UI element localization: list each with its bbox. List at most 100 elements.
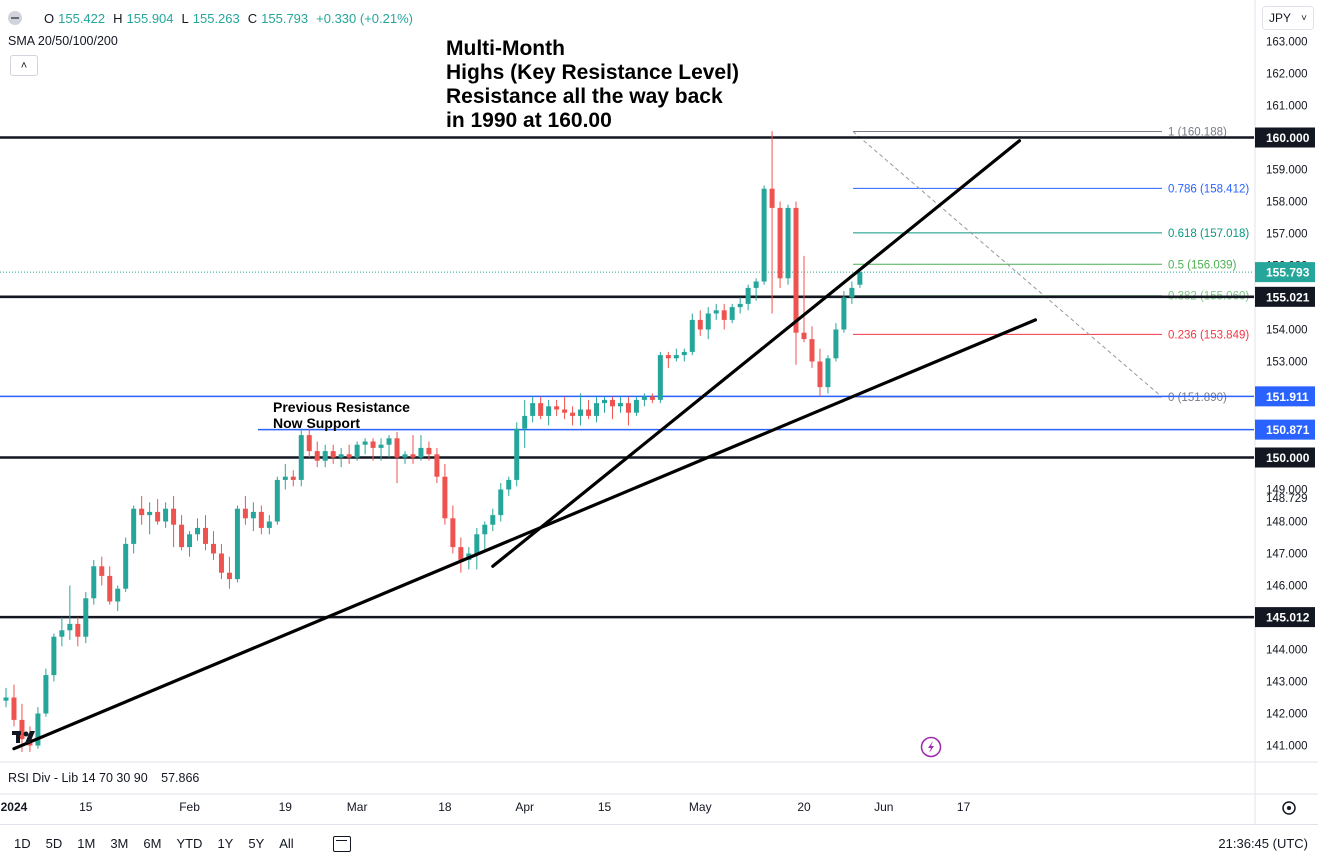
flash-icon (920, 736, 942, 758)
candle-body (450, 518, 456, 548)
x-tick-label: 15 (598, 800, 612, 814)
x-tick-label: 19 (279, 800, 293, 814)
candle-body (91, 566, 97, 599)
candle-body (530, 403, 536, 416)
currency-selector[interactable]: JPY ˅ (1262, 6, 1314, 30)
y-tick-label: 146.000 (1266, 581, 1308, 593)
range-1d[interactable]: 1D (14, 836, 31, 851)
candle (657, 351, 663, 404)
level-price-tag: 155.021 (1255, 286, 1315, 307)
candle (617, 396, 623, 413)
candle-body (131, 508, 137, 544)
candle-body (115, 588, 121, 602)
range-1m[interactable]: 1M (77, 836, 96, 851)
candle-body (538, 403, 544, 416)
candle (426, 441, 432, 461)
candle (514, 422, 520, 487)
range-all[interactable]: All (279, 836, 294, 851)
candle (67, 585, 73, 640)
candle-body (19, 719, 25, 740)
tradingview-logo-icon (12, 731, 35, 743)
close-label: C (247, 10, 258, 26)
level-price-tag-text: 155.021 (1266, 290, 1310, 304)
range-6m[interactable]: 6M (143, 836, 162, 851)
candle-body (338, 454, 344, 458)
hide-legend-icon[interactable] (8, 11, 22, 25)
candle-body (594, 403, 600, 416)
y-tick-label: 149.000 (1266, 485, 1308, 497)
candle-body (849, 287, 855, 298)
y-tick-label: 143.000 (1266, 677, 1308, 689)
candle (825, 355, 831, 394)
candle-body (362, 441, 368, 445)
candle (753, 278, 759, 301)
range-5d[interactable]: 5D (45, 836, 63, 851)
candle-body (11, 697, 17, 720)
level-price-tag-text: 145.012 (1266, 611, 1310, 625)
candle-body (458, 547, 464, 560)
candle-body (514, 428, 520, 480)
close-value: 155.793 (261, 10, 309, 26)
calendar-icon[interactable] (332, 835, 351, 852)
candle (226, 556, 232, 589)
candle (849, 281, 855, 304)
chevron-up-icon: ˄ (20, 59, 28, 72)
candle (570, 406, 576, 426)
y-tick-label: 142.000 (1266, 709, 1308, 721)
range-3m[interactable]: 3M (110, 836, 129, 851)
candle-body (546, 406, 552, 416)
candle-body (147, 511, 153, 516)
candle (250, 502, 256, 532)
candle (203, 515, 208, 551)
candle-body (330, 451, 336, 458)
y-tick-label: 161.000 (1266, 101, 1308, 113)
fib-level-label: 0.618 (157.018) (1168, 228, 1249, 240)
annotation-support-text: Previous Resistance (273, 399, 410, 415)
candle (179, 515, 185, 551)
fib-level-label: 0 (151.890) (1168, 392, 1227, 404)
candle-body (139, 508, 145, 516)
fib-level-label: 0.236 (153.849) (1168, 329, 1249, 341)
candle-body (833, 329, 839, 359)
candle-body (242, 508, 248, 519)
y-tick-label: 144.000 (1266, 645, 1308, 657)
range-ytd[interactable]: YTD (176, 836, 203, 851)
candle (99, 556, 105, 586)
candle (155, 499, 161, 525)
collapse-indicators-button[interactable]: ˄ (10, 55, 38, 76)
level-price-tag-bg (1255, 447, 1315, 468)
rsi-indicator-label[interactable]: RSI Div - Lib 14 70 30 90 57.866 (8, 771, 199, 785)
candle-body (218, 553, 224, 573)
range-5y[interactable]: 5Y (248, 836, 265, 851)
candle-body (793, 207, 799, 333)
level-price-tag-bg (1255, 386, 1315, 407)
candle (195, 518, 201, 541)
candle (625, 396, 631, 426)
candle-body (474, 534, 480, 554)
candle (282, 463, 288, 490)
candle (737, 297, 743, 314)
y-tick-label: 141.000 (1266, 741, 1308, 753)
candle-body (785, 207, 791, 279)
candle (506, 476, 512, 496)
candle (290, 470, 296, 487)
change-value: +0.330 (+0.21%) (316, 10, 413, 26)
ohlc-legend: O 155.422 H 155.904 L 155.263 C 155.793 +0.3… (8, 8, 417, 28)
sma-indicator-label[interactable]: SMA 20/50/100/200 (8, 34, 118, 48)
candle-body (586, 409, 592, 416)
level-price-tag-bg (1255, 607, 1315, 628)
range-1y[interactable]: 1Y (217, 836, 234, 851)
candle-body (713, 310, 719, 314)
candle (338, 447, 344, 468)
candle (745, 284, 751, 311)
candle-body (234, 508, 240, 580)
candle-body (163, 508, 169, 522)
level-price-tag: 150.000 (1255, 447, 1315, 468)
candle-body (179, 524, 185, 548)
x-tick-label: Feb (179, 800, 200, 814)
candle (705, 307, 711, 340)
candle-body (370, 441, 376, 448)
x-tick-label: 18 (438, 800, 452, 814)
level-price-tag: 160.000 (1255, 127, 1315, 148)
